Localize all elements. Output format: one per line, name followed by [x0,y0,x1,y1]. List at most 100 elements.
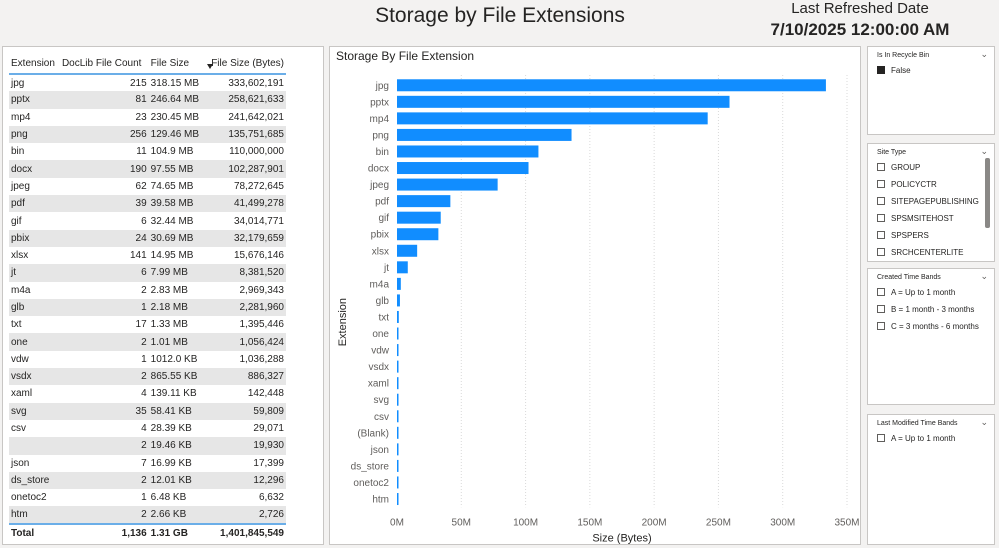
table-row[interactable]: xaml 4 139.11 KB 142,448 [9,385,286,402]
table-row[interactable]: csv 4 28.39 KB 29,071 [9,420,286,437]
cell-file-count: 11 [136,146,147,158]
checkbox-icon[interactable] [877,288,885,296]
slicer-option[interactable]: SITEPAGEPUBLISHING [877,195,979,207]
table-row[interactable]: bin 11 104.9 MB 110,000,000 [9,143,286,160]
table-row[interactable]: jt 6 7.99 MB 8,381,520 [9,264,286,282]
slicer-option[interactable]: SPSMSITEHOST [877,212,954,224]
cell-extension: jt [9,264,60,282]
chevron-down-icon[interactable]: ⌄ [980,146,988,156]
x-tick-label: 300M [770,517,795,528]
slicer-scrollbar[interactable] [985,158,990,228]
cell-file-size: 129.46 MB [148,125,205,144]
cell-file-size-bytes: 110,000,000 [229,146,284,158]
bar [397,211,441,224]
cell-file-size: 12.01 KB [148,471,205,490]
y-tick-label: csv [374,412,389,423]
table-row[interactable]: pbix 24 30.69 MB 32,179,659 [9,229,286,247]
table-row[interactable]: pptx 81 246.64 MB 258,621,633 [9,91,286,109]
checkbox-icon[interactable] [877,163,885,171]
slicer-option[interactable]: SRCHCENTERLITE [877,246,963,258]
checkbox-icon[interactable] [877,180,885,188]
checkbox-icon[interactable] [877,305,885,313]
table-header-row: Extension DocLib File Count File Size Fi… [9,52,286,75]
checkbox-icon[interactable] [877,214,885,222]
table-row[interactable]: onetoc2 1 6.48 KB 6,632 [9,489,286,506]
table-row[interactable]: htm 2 2.66 KB 2,726 [9,506,286,524]
slicer-option[interactable]: B = 1 month - 3 months [877,303,974,315]
cell-file-size-bytes: 17,399 [253,457,284,469]
table-row[interactable]: 2 19.46 KB 19,930 [9,437,286,455]
storage-bar-chart[interactable]: Storage By File Extension 0M 50M 100M 150M 2… [329,46,861,545]
cell-extension: pbix [9,229,60,247]
slicer-option-label: C = 3 months - 6 months [891,321,979,331]
file-extension-table[interactable]: Extension DocLib File Count File Size Fi… [2,46,324,545]
slicer-created-time-bands[interactable]: Created Time Bands ⌄ A = Up to 1 month B = … [867,268,995,405]
table-row[interactable]: one 2 1.01 MB 1,056,424 [9,333,286,351]
cell-file-size-bytes: 41,499,278 [204,195,286,213]
column-header-extension[interactable]: Extension [9,52,60,75]
cell-file-size-bytes: 333,602,191 [228,77,284,89]
cell-file-count: 4 [141,388,147,400]
cell-file-count: 2 [59,506,149,524]
table-row[interactable]: svg 35 58.41 KB 59,809 [9,402,286,420]
slicer-option[interactable]: A = Up to 1 month [877,286,955,298]
cell-file-size: 1012.0 KB [150,353,198,365]
table-row[interactable]: docx 190 97.55 MB 102,287,901 [9,160,286,178]
slicer-recycle-bin[interactable]: Is In Recycle Bin ⌄ False [867,46,995,135]
table-row[interactable]: txt 17 1.33 MB 1,395,446 [9,316,286,333]
bar [397,128,572,141]
slicer-option-label: POLICYCTR [891,179,937,189]
table-row[interactable]: json 7 16.99 KB 17,399 [9,455,286,472]
cell-file-size-bytes: 29,071 [253,423,284,435]
slicer-last-modified-time-bands[interactable]: Last Modified Time Bands ⌄ A = Up to 1 mon… [867,414,995,545]
checkbox-icon[interactable] [877,197,885,205]
table-row[interactable]: xlsx 141 14.95 MB 15,676,146 [9,247,286,264]
chevron-down-icon[interactable]: ⌄ [980,271,988,281]
cell-extension [9,437,60,455]
y-tick-label: png [372,130,389,141]
y-tick-label: jpeg [369,180,389,191]
table-row[interactable]: m4a 2 2.83 MB 2,969,343 [9,282,286,299]
table-row[interactable]: gif 6 32.44 MB 34,014,771 [9,212,286,229]
cell-extension: one [9,333,60,351]
cell-file-size-bytes: 8,381,520 [204,264,286,282]
cell-extension: glb [9,298,60,317]
cell-file-size-bytes: 1,395,446 [239,319,285,331]
slicer-option[interactable]: GROUP [877,161,920,173]
checkbox-icon[interactable] [877,66,885,74]
chevron-down-icon[interactable]: ⌄ [980,417,988,427]
slicer-option[interactable]: POLICYCTR [877,178,937,190]
cell-file-size-bytes: 241,642,021 [228,111,284,123]
table-row[interactable]: glb 1 2.18 MB 2,281,960 [9,298,286,317]
table-row[interactable]: png 256 129.46 MB 135,751,685 [9,125,286,144]
table-row[interactable]: ds_store 2 12.01 KB 12,296 [9,471,286,490]
slicer-option[interactable]: SPSPERS [877,229,929,241]
checkbox-icon[interactable] [877,231,885,239]
table-row[interactable]: pdf 39 39.58 MB 41,499,278 [9,195,286,213]
table-row[interactable]: jpeg 62 74.65 MB 78,272,645 [9,178,286,195]
column-header-file-size-bytes[interactable]: File Size (Bytes) [204,52,286,75]
column-header-file-size[interactable]: File Size [148,52,205,75]
table-row[interactable]: mp4 23 230.45 MB 241,642,021 [9,109,286,126]
x-tick-label: 350M [834,517,859,528]
cell-file-size: 230.45 MB [150,111,200,123]
cell-file-size: 1.33 MB [150,319,188,331]
checkbox-icon[interactable] [877,434,885,442]
slicer-option-label: False [891,65,911,75]
y-tick-label: onetoc2 [353,478,389,489]
slicer-option[interactable]: A = Up to 1 month [877,432,955,444]
slicer-option[interactable]: C = 3 months - 6 months [877,320,979,332]
slicer-site-type[interactable]: Site Type ⌄ GROUP POLICYCTR SITEPAGEPUBLISHI… [867,143,995,262]
slicer-option[interactable]: False [877,64,911,76]
cell-extension: jpeg [11,180,30,192]
column-header-file-count[interactable]: DocLib File Count [59,52,149,75]
slicer-option-label: SRCHCENTERLITE [891,247,964,257]
table-row[interactable]: jpg 215 318.15 MB 333,602,191 [9,74,286,91]
checkbox-icon[interactable] [877,322,885,330]
y-tick-label: pbix [371,230,389,241]
table-row[interactable]: vdw 1 1012.0 KB 1,036,288 [9,351,286,368]
cell-file-size-bytes: 258,621,633 [204,91,286,109]
chevron-down-icon[interactable]: ⌄ [980,49,988,59]
table-row[interactable]: vsdx 2 865.55 KB 886,327 [9,368,286,386]
checkbox-icon[interactable] [877,248,885,256]
